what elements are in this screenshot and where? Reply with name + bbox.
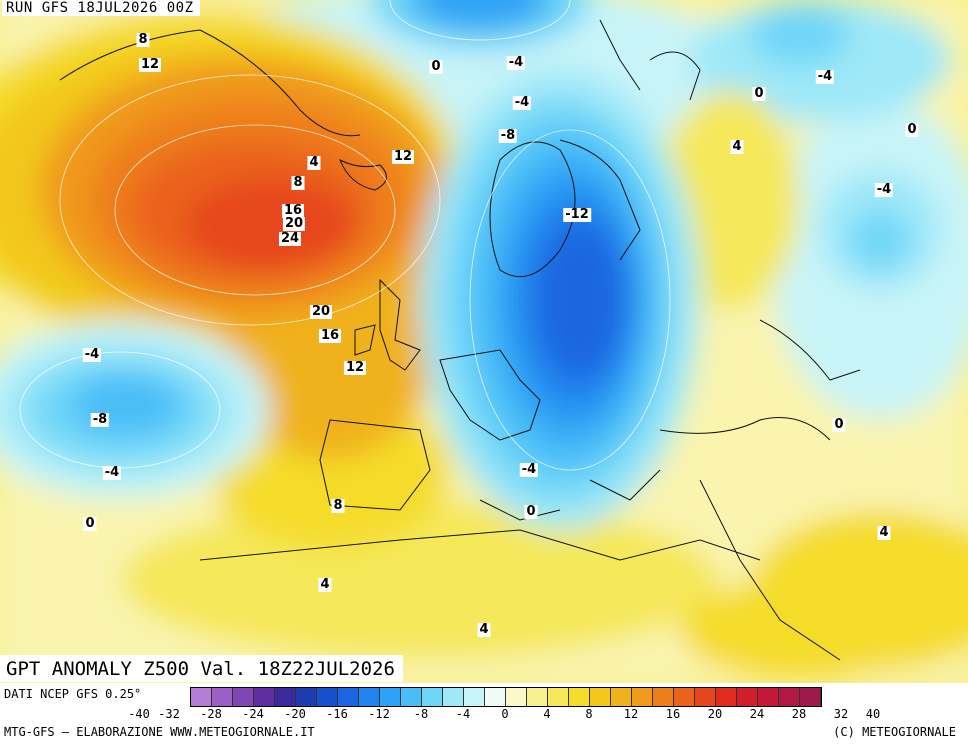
tick-label: 20 — [707, 707, 723, 721]
color-scale-ticks: -40 -32 -28 -24 -20 -16 -12 -8 -4 0 4 8 12 16 20 24 28 32… — [128, 707, 967, 723]
color-swatch — [464, 688, 485, 706]
contour-label: 0 — [429, 59, 443, 74]
color-swatch — [548, 688, 569, 706]
tick-label: -28 — [200, 707, 222, 721]
color-swatch — [422, 688, 443, 706]
color-swatch — [716, 688, 737, 706]
copyright-text: (C) METEOGIORNALE — [833, 725, 956, 739]
tick-label: 24 — [749, 707, 765, 721]
contour-label: 4 — [877, 525, 891, 540]
color-swatch — [233, 688, 254, 706]
color-swatch — [296, 688, 317, 706]
tick-label: 40 — [865, 707, 881, 721]
contour-label: -4 — [102, 465, 122, 480]
contour-label: 12 — [391, 149, 415, 164]
color-swatch — [338, 688, 359, 706]
color-swatch — [485, 688, 506, 706]
contour-label: 0 — [832, 417, 846, 432]
contour-label: -4 — [512, 95, 532, 110]
color-swatch — [758, 688, 779, 706]
contour-label: 0 — [524, 504, 538, 519]
contour-label: 12 — [138, 57, 162, 72]
contour-label: 0 — [905, 122, 919, 137]
contour-label: 20 — [282, 216, 306, 231]
color-swatch — [443, 688, 464, 706]
color-swatch — [359, 688, 380, 706]
contour-label: 8 — [331, 498, 345, 513]
color-swatch — [695, 688, 716, 706]
contour-label: 20 — [309, 304, 333, 319]
tick-label: 16 — [665, 707, 681, 721]
contour-label: 4 — [477, 622, 491, 637]
anomaly-map: 8 12 4 8 16 20 24 12 20 16 12 -4 -8 -4 0… — [0, 0, 968, 683]
color-swatch — [191, 688, 212, 706]
tick-label: -8 — [413, 707, 429, 721]
color-swatch — [611, 688, 632, 706]
contour-label: 8 — [291, 175, 305, 190]
contour-label: -8 — [90, 412, 110, 427]
color-swatch — [254, 688, 275, 706]
tick-label: 4 — [543, 707, 551, 721]
tick-label: -40 — [128, 707, 150, 721]
contour-label: -4 — [82, 347, 102, 362]
data-source: DATI NCEP GFS 0.25° — [4, 687, 142, 701]
run-label: RUN GFS 18JUL2026 00Z — [2, 0, 200, 16]
contour-label: 24 — [278, 231, 302, 246]
color-swatch — [401, 688, 422, 706]
color-scale-bar — [190, 687, 822, 707]
tick-label: -4 — [455, 707, 471, 721]
color-swatch — [317, 688, 338, 706]
contour-label: 4 — [318, 577, 332, 592]
color-swatch — [569, 688, 590, 706]
tick-label: -20 — [284, 707, 306, 721]
contour-label: -4 — [506, 55, 526, 70]
contour-label: 4 — [307, 155, 321, 170]
color-swatch — [506, 688, 527, 706]
color-swatch — [275, 688, 296, 706]
tick-label: -12 — [368, 707, 390, 721]
color-swatch — [632, 688, 653, 706]
contour-label: -4 — [815, 69, 835, 84]
color-swatch — [380, 688, 401, 706]
tick-label: 12 — [623, 707, 639, 721]
color-swatch — [212, 688, 233, 706]
color-swatch — [800, 688, 821, 706]
contour-label: 16 — [318, 328, 342, 343]
tick-label: -24 — [242, 707, 264, 721]
contour-label: 16 — [281, 203, 305, 218]
tick-label: 8 — [585, 707, 593, 721]
credit-text: MTG-GFS — ELABORAZIONE WWW.METEOGIORNALE… — [4, 725, 315, 739]
color-swatch — [527, 688, 548, 706]
color-swatch — [653, 688, 674, 706]
contour-label: 12 — [343, 360, 367, 375]
contour-label: 0 — [752, 86, 766, 101]
color-swatch — [590, 688, 611, 706]
tick-label: -32 — [158, 707, 180, 721]
map-title: GPT ANOMALY Z500 Val. 18Z22JUL2026 — [0, 655, 403, 682]
contour-label: 4 — [730, 139, 744, 154]
color-swatch — [737, 688, 758, 706]
contour-label: 0 — [83, 516, 97, 531]
footer: DATI NCEP GFS 0.25° -40 -32 -28 -24 -20 -16 -1… — [0, 683, 968, 745]
tick-label: -16 — [326, 707, 348, 721]
color-swatch — [674, 688, 695, 706]
contour-label: -12 — [563, 207, 591, 222]
color-swatch — [779, 688, 800, 706]
contour-label: -8 — [498, 128, 518, 143]
tick-label: 32 — [833, 707, 849, 721]
contour-label: -4 — [874, 182, 894, 197]
tick-label: 0 — [501, 707, 509, 721]
contour-label: -4 — [519, 462, 539, 477]
tick-label: 28 — [791, 707, 807, 721]
contour-label: 8 — [136, 32, 150, 47]
